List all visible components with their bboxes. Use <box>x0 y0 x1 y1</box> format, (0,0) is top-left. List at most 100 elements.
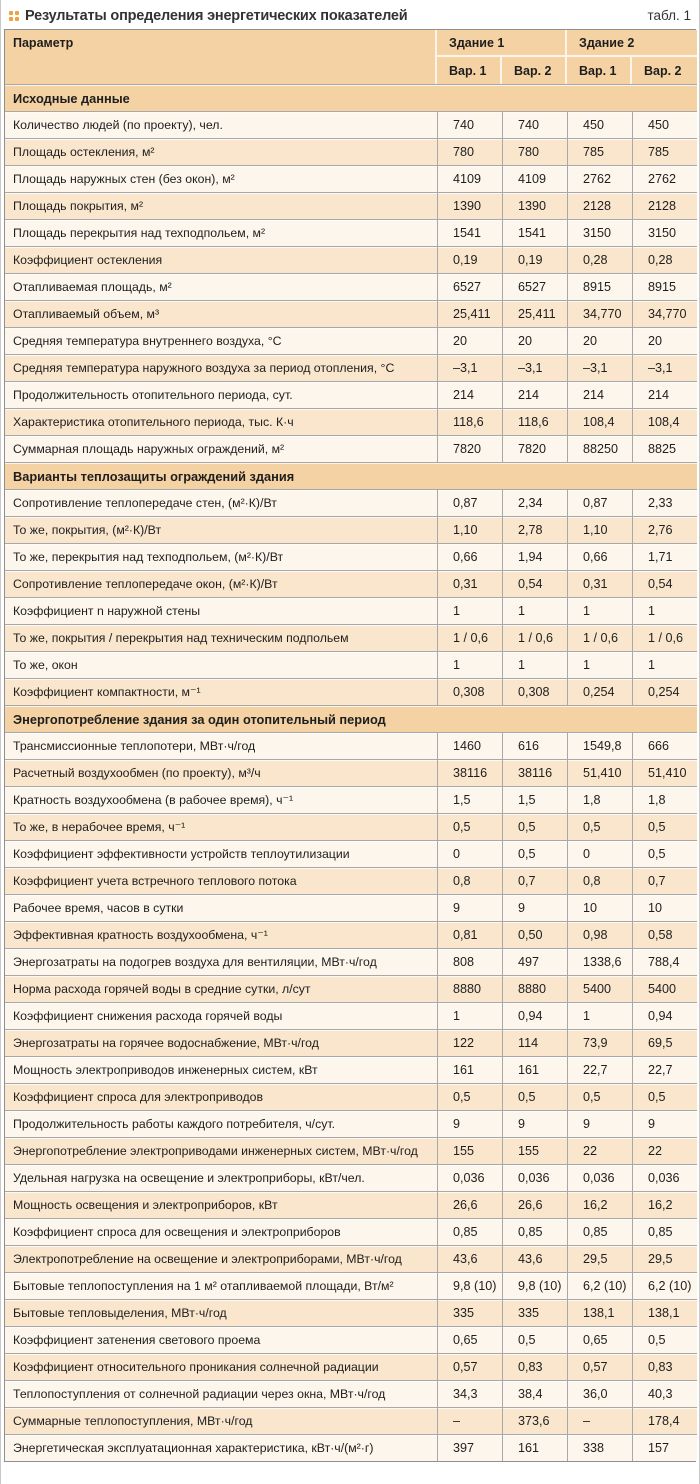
value-cell: 1 <box>437 1002 502 1029</box>
value-cell: 335 <box>437 1299 502 1326</box>
table-row: Продолжительность отопительного периода,… <box>5 381 697 408</box>
value-cell: 740 <box>437 111 502 138</box>
value-cell: 0,87 <box>567 489 632 516</box>
value-cell: 38,4 <box>502 1380 567 1407</box>
value-cell: 214 <box>437 381 502 408</box>
value-cell: 51,410 <box>567 759 632 786</box>
param-cell: Средняя температура внутреннего воздуха,… <box>5 327 437 354</box>
section-row: Энергопотребление здания за один отопите… <box>5 705 697 732</box>
table-row: Трансмиссионные теплопотери, МВт·ч/год 14… <box>5 732 697 759</box>
value-cell: 8880 <box>437 975 502 1002</box>
value-cell: 0,31 <box>437 570 502 597</box>
param-cell: Характеристика отопительного периода, ты… <box>5 408 437 435</box>
value-cell: 43,6 <box>502 1245 567 1272</box>
value-cell: 2,34 <box>502 489 567 516</box>
value-cell: 0,5 <box>502 813 567 840</box>
param-cell: Энергетическая эксплуатационная характер… <box>5 1434 437 1461</box>
table-row: То же, покрытия, (м²·К)/Вт 1,10 2,78 1,10 2,… <box>5 516 697 543</box>
value-cell: 157 <box>632 1434 697 1461</box>
value-cell: 8825 <box>632 435 697 462</box>
value-cell: 0,85 <box>502 1218 567 1245</box>
value-cell: 450 <box>632 111 697 138</box>
table-row: Средняя температура наружного воздуха за… <box>5 354 697 381</box>
value-cell: 178,4 <box>632 1407 697 1434</box>
param-cell: Площадь остекления, м² <box>5 138 437 165</box>
value-cell: 22 <box>632 1137 697 1164</box>
value-cell: 26,6 <box>437 1191 502 1218</box>
value-cell: 9 <box>502 1110 567 1137</box>
value-cell: 0,65 <box>567 1326 632 1353</box>
value-cell: – <box>567 1407 632 1434</box>
value-cell: 0,83 <box>502 1353 567 1380</box>
param-cell: Электропотребление на освещение и электр… <box>5 1245 437 1272</box>
value-cell: 373,6 <box>502 1407 567 1434</box>
value-cell: 0,54 <box>502 570 567 597</box>
value-cell: 0,5 <box>632 1326 697 1353</box>
value-cell: 6527 <box>437 273 502 300</box>
value-cell: 0,81 <box>437 921 502 948</box>
value-cell: 0,65 <box>437 1326 502 1353</box>
table-row: Суммарные теплопоступления, МВт·ч/год –37… <box>5 1407 697 1434</box>
param-cell: Коэффициент учета встречного теплового п… <box>5 867 437 894</box>
table-row: Мощность освещения и электроприборов, кВ… <box>5 1191 697 1218</box>
value-cell: 0,19 <box>437 246 502 273</box>
value-cell: 7820 <box>502 435 567 462</box>
param-cell: Удельная нагрузка на освещение и электро… <box>5 1164 437 1191</box>
value-cell: 9 <box>502 894 567 921</box>
value-cell: 0,5 <box>502 1326 567 1353</box>
value-cell: 808 <box>437 948 502 975</box>
section-title: Варианты теплозащиты ограждений здания <box>5 462 697 489</box>
table-row: Суммарная площадь наружных ограждений, м… <box>5 435 697 462</box>
param-cell: Коэффициент спроса для электроприводов <box>5 1083 437 1110</box>
table-row: Коэффициент спроса для освещения и элект… <box>5 1218 697 1245</box>
value-cell: 1338,6 <box>567 948 632 975</box>
value-cell: 0,5 <box>632 1083 697 1110</box>
value-cell: 16,2 <box>567 1191 632 1218</box>
table-row: Мощность электроприводов инженерных сист… <box>5 1056 697 1083</box>
value-cell: 7820 <box>437 435 502 462</box>
value-cell: 0,036 <box>632 1164 697 1191</box>
table-row: Коэффициент спроса для электроприводов 0,… <box>5 1083 697 1110</box>
value-cell: 1 / 0,6 <box>502 624 567 651</box>
value-cell: 29,5 <box>632 1245 697 1272</box>
value-cell: 2128 <box>567 192 632 219</box>
param-cell: Средняя температура наружного воздуха за… <box>5 354 437 381</box>
column-group-building-1: Здание 1 <box>437 30 567 57</box>
table-row: Энергетическая эксплуатационная характер… <box>5 1434 697 1461</box>
table-row: Коэффициент компактности, м⁻¹ 0,308 0,308 0… <box>5 678 697 705</box>
page-title: Результаты определения энергетических по… <box>25 7 408 24</box>
value-cell: 88250 <box>567 435 632 462</box>
param-cell: Отапливаемый объем, м³ <box>5 300 437 327</box>
value-cell: –3,1 <box>502 354 567 381</box>
value-cell: 0,254 <box>632 678 697 705</box>
value-cell: – <box>437 1407 502 1434</box>
param-cell: Сопротивление теплопередаче окон, (м²·К)… <box>5 570 437 597</box>
param-cell: Коэффициент относительного проникания со… <box>5 1353 437 1380</box>
value-cell: 1,5 <box>502 786 567 813</box>
value-cell: 5400 <box>567 975 632 1002</box>
value-cell: 0,7 <box>502 867 567 894</box>
value-cell: 450 <box>567 111 632 138</box>
value-cell: 20 <box>502 327 567 354</box>
value-cell: –3,1 <box>437 354 502 381</box>
value-cell: 0,8 <box>567 867 632 894</box>
value-cell: 40,3 <box>632 1380 697 1407</box>
param-cell: Продолжительность работы каждого потреби… <box>5 1110 437 1137</box>
param-cell: Мощность электроприводов инженерных сист… <box>5 1056 437 1083</box>
value-cell: 118,6 <box>502 408 567 435</box>
value-cell: 0,5 <box>502 840 567 867</box>
value-cell: 0,85 <box>437 1218 502 1245</box>
value-cell: 114 <box>502 1029 567 1056</box>
value-cell: 1390 <box>437 192 502 219</box>
value-cell: 0,28 <box>567 246 632 273</box>
value-cell: 8915 <box>567 273 632 300</box>
value-cell: 2,78 <box>502 516 567 543</box>
value-cell: 3150 <box>567 219 632 246</box>
value-cell: 1460 <box>437 732 502 759</box>
value-cell: 6,2 (10) <box>632 1272 697 1299</box>
value-cell: 108,4 <box>567 408 632 435</box>
table-row: Коэффициент n наружной стены 1 1 1 1 <box>5 597 697 624</box>
param-cell: То же, покрытия / перекрытия над техниче… <box>5 624 437 651</box>
value-cell: 73,9 <box>567 1029 632 1056</box>
param-cell: Сопротивление теплопередаче стен, (м²·К)… <box>5 489 437 516</box>
